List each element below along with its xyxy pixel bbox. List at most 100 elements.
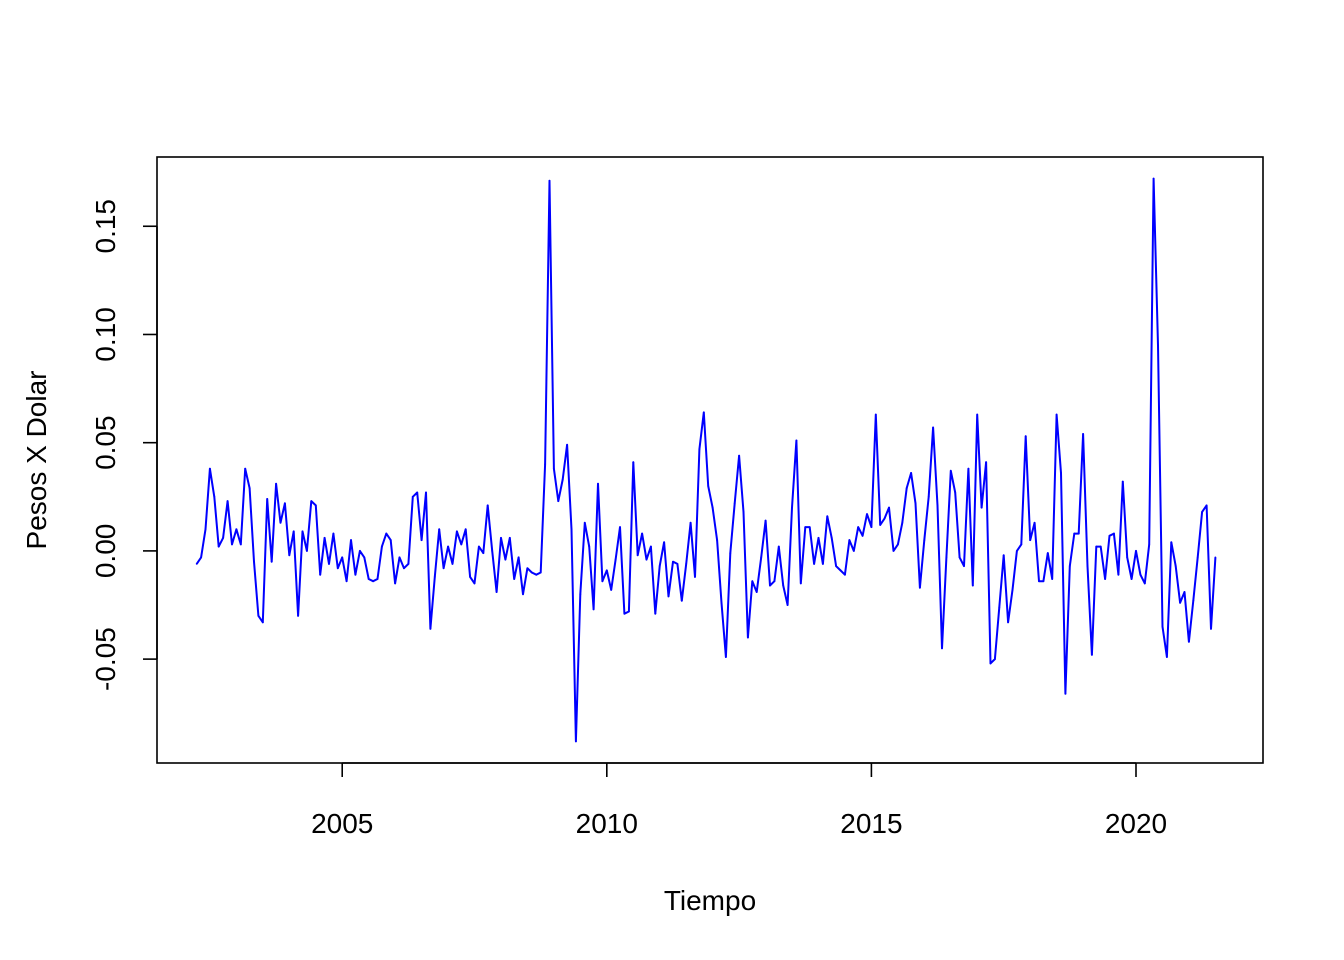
data-point [310, 500, 313, 503]
data-point [447, 545, 449, 548]
data-point [323, 537, 326, 539]
data-point [398, 556, 401, 559]
data-point [1046, 552, 1049, 554]
data-point [200, 556, 202, 559]
data-point [319, 573, 322, 576]
data-point [204, 528, 207, 531]
data-point [711, 506, 714, 509]
data-point [394, 582, 397, 585]
data-point [658, 565, 661, 567]
data-point [1090, 653, 1093, 656]
data-point [482, 552, 485, 554]
x-tick-label: 2005 [311, 808, 373, 839]
data-point [491, 550, 494, 552]
data-point [998, 606, 1001, 609]
data-point [879, 524, 882, 526]
data-point [804, 526, 807, 528]
data-point [914, 502, 917, 505]
data-point [654, 612, 657, 615]
data-point [579, 593, 582, 596]
data-point [844, 573, 846, 576]
data-point [1113, 532, 1115, 535]
x-axis: 2005 2010 2015 2020 [311, 762, 1167, 839]
data-point [667, 595, 670, 598]
data-point [442, 567, 445, 570]
data-point [1179, 601, 1181, 604]
data-point [989, 662, 992, 665]
data-point [993, 658, 996, 661]
data-point [557, 500, 560, 503]
data-point [716, 539, 718, 541]
data-point [839, 569, 842, 572]
data-point [1130, 578, 1133, 580]
data-point [782, 584, 785, 587]
data-point [1108, 534, 1111, 537]
data-point [777, 545, 780, 548]
data-point [835, 565, 838, 567]
data-point [526, 567, 529, 570]
data-point [597, 482, 599, 485]
data-point [460, 543, 463, 546]
data-point [231, 543, 233, 546]
data-point [522, 593, 524, 596]
data-point [363, 556, 366, 559]
data-point [949, 469, 952, 472]
data-point [623, 612, 626, 615]
x-tick-label: 2010 [576, 808, 638, 839]
data-point [888, 506, 890, 509]
data-point [1064, 692, 1067, 695]
data-point [680, 599, 683, 602]
data-point [636, 554, 639, 557]
data-point [376, 578, 379, 580]
data-point [257, 614, 260, 617]
data-point [614, 558, 617, 561]
x-axis-title: Tiempo [664, 885, 756, 916]
data-point [610, 588, 613, 591]
data-point [530, 571, 533, 574]
data-point [936, 504, 939, 507]
data-point [486, 504, 489, 507]
data-point [791, 506, 793, 509]
data-point [358, 550, 361, 552]
data-point [1210, 627, 1212, 630]
data-point [1029, 539, 1032, 541]
data-point [971, 584, 974, 587]
data-point [724, 656, 727, 658]
data-point [1121, 480, 1124, 483]
data-point [517, 556, 520, 559]
y-axis-title: Pesos X Dolar [21, 371, 52, 550]
data-point [288, 554, 291, 557]
data-point [253, 560, 255, 563]
data-point [244, 467, 247, 470]
data-point [1139, 573, 1142, 576]
data-point [292, 530, 295, 533]
data-point [1117, 573, 1120, 576]
data-point [1007, 621, 1010, 624]
data-point [451, 562, 454, 565]
x-tick-label: 2020 [1105, 808, 1167, 839]
data-point [1020, 543, 1023, 546]
data-point [672, 560, 674, 563]
data-point [632, 461, 635, 464]
data-point [469, 575, 472, 578]
data-point [336, 567, 339, 570]
data-point [283, 502, 286, 505]
data-point [808, 526, 811, 528]
data-point [605, 569, 608, 572]
data-point [1095, 545, 1098, 548]
data-point [438, 528, 441, 531]
data-point [372, 580, 374, 583]
data-point [367, 578, 370, 580]
data-point [381, 545, 383, 548]
data-point [963, 565, 965, 567]
data-point [958, 556, 961, 559]
data-point [817, 537, 820, 539]
data-point [751, 580, 754, 583]
data-point [328, 562, 330, 565]
data-point [544, 463, 546, 466]
data-point [1051, 578, 1054, 580]
data-point [1086, 565, 1089, 567]
data-point [389, 539, 392, 541]
data-point [354, 573, 357, 576]
data-point [1073, 532, 1076, 535]
